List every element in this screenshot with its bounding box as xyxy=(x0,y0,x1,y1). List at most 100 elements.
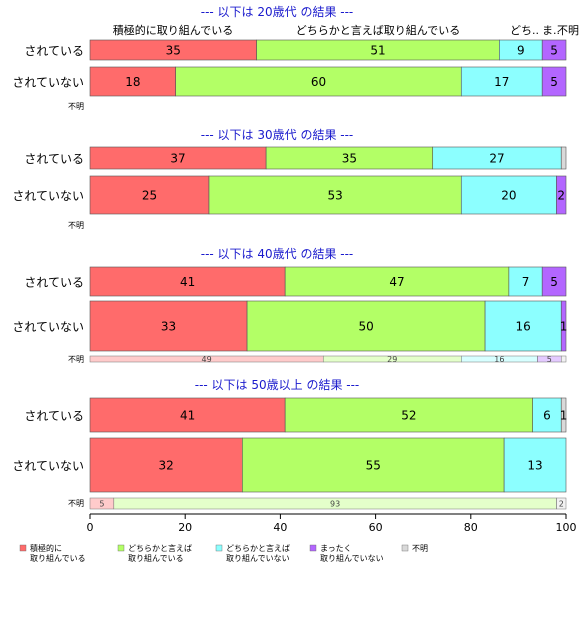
bar-segment xyxy=(89,300,248,352)
data-label: 5 xyxy=(550,275,558,289)
data-label: 1 xyxy=(560,320,568,334)
bar-segment xyxy=(89,437,243,493)
data-label: 2 xyxy=(557,189,565,203)
unknown-data-label: 93 xyxy=(330,500,340,509)
bar-segment xyxy=(284,397,533,433)
bar-segment xyxy=(556,175,567,215)
x-tick-label: 20 xyxy=(178,521,192,534)
legend-swatch xyxy=(401,544,409,552)
top-category-label: 積極的に取り組んでいる xyxy=(113,23,233,37)
x-tick-label: 60 xyxy=(369,521,383,534)
legend-label: 取り組んでいる xyxy=(128,553,184,563)
row-label: されている xyxy=(24,152,84,166)
data-label: 5 xyxy=(550,44,558,58)
bar-segment xyxy=(560,397,567,433)
row-label: されている xyxy=(24,409,84,423)
bar-segment xyxy=(175,66,462,97)
top-category-label: どち.. xyxy=(510,24,539,37)
legend-label: 積極的に xyxy=(30,543,62,553)
bar-segment xyxy=(560,146,567,170)
bar-segment xyxy=(460,66,543,97)
legend: 積極的に取り組んでいるどちらかと言えば取り組んでいるどちらかと言えば取り組んでい… xyxy=(19,543,428,563)
data-label: 7 xyxy=(522,275,530,289)
bar-segment xyxy=(508,266,543,297)
legend-swatch xyxy=(309,544,317,552)
row-label: されている xyxy=(24,44,84,58)
unknown-data-label: 16 xyxy=(494,355,504,364)
bar-segment xyxy=(560,300,567,352)
data-label: 55 xyxy=(366,459,381,473)
data-label: 16 xyxy=(516,320,531,334)
bar-segment xyxy=(541,39,567,61)
top-category-label: 不明 xyxy=(557,24,579,37)
unknown-row-label: 不明 xyxy=(68,499,84,508)
unknown-bar-segment xyxy=(556,497,567,510)
unknown-row-label: 不明 xyxy=(68,355,84,364)
data-label: 20 xyxy=(501,189,516,203)
top-category-labels: 積極的に取り組んでいる どちらかと言えば取り組んでいる どち.. ま..不明 xyxy=(113,23,579,37)
bar-segment xyxy=(284,266,510,297)
chart-panel: --- 以下は 20歳代 の結果 --- されている 35 51 9 5 されていない 18 6… xyxy=(12,5,567,111)
legend-label: 不明 xyxy=(412,544,428,553)
data-label: 41 xyxy=(180,409,195,423)
bar-segment xyxy=(484,300,562,352)
bar-segment xyxy=(460,175,557,215)
panel-title: --- 以下は 50歳以上 の結果 --- xyxy=(195,378,360,392)
data-label: 6 xyxy=(543,409,551,423)
data-label: 60 xyxy=(311,75,326,89)
bar-segment xyxy=(89,266,286,297)
x-tick-label: 100 xyxy=(556,521,577,534)
bar-segment xyxy=(541,66,567,97)
data-label: 53 xyxy=(327,189,342,203)
legend-swatch xyxy=(19,544,27,552)
row-label: されていない xyxy=(12,320,84,334)
data-label: 25 xyxy=(142,189,157,203)
row-label: されている xyxy=(24,276,84,290)
data-label: 18 xyxy=(125,75,140,89)
unknown-data-label: 2 xyxy=(559,500,564,509)
data-label: 1 xyxy=(560,409,568,423)
top-category-label: どちらかと言えば取り組んでいる xyxy=(296,24,460,37)
data-label: 33 xyxy=(161,320,176,334)
data-label: 41 xyxy=(180,275,195,289)
x-tick-label: 40 xyxy=(273,521,287,534)
unknown-bar-segment xyxy=(560,355,567,363)
panel-title: --- 以下は 30歳代 の結果 --- xyxy=(201,128,354,142)
unknown-row-label: 不明 xyxy=(68,221,84,230)
legend-swatch xyxy=(215,544,223,552)
data-label: 50 xyxy=(358,320,373,334)
unknown-data-label: 49 xyxy=(202,355,212,364)
data-label: 52 xyxy=(401,409,416,423)
chart-panel: --- 以下は 30歳代 の結果 --- されている 37 35 27 されていない 25 5… xyxy=(12,128,567,230)
data-label: 47 xyxy=(389,275,404,289)
row-label: されていない xyxy=(12,459,84,473)
data-label: 35 xyxy=(166,44,181,58)
data-label: 37 xyxy=(170,152,185,166)
legend-label: 取り組んでいない xyxy=(320,553,384,563)
panel-title: --- 以下は 40歳代 の結果 --- xyxy=(201,247,354,261)
legend-label: どちらかと言えば xyxy=(128,543,192,553)
x-tick-label: 0 xyxy=(87,521,94,534)
bar-segment xyxy=(89,175,210,215)
unknown-row-label: 不明 xyxy=(68,102,84,111)
legend-label: 取り組んでいる xyxy=(30,553,86,563)
unknown-data-label: 5 xyxy=(99,500,104,509)
unknown-data-label: 5 xyxy=(547,355,552,364)
data-label: 32 xyxy=(159,459,174,473)
data-label: 17 xyxy=(494,75,509,89)
data-label: 5 xyxy=(550,75,558,89)
bar-segment xyxy=(246,300,486,352)
unknown-data-label: 29 xyxy=(387,355,397,364)
panel-title: --- 以下は 20歳代 の結果 --- xyxy=(201,5,354,19)
bar-segment xyxy=(503,437,567,493)
legend-label: どちらかと言えば xyxy=(226,543,290,553)
data-label: 27 xyxy=(489,152,504,166)
row-label: されていない xyxy=(12,189,84,203)
bar-segment xyxy=(541,266,567,297)
data-label: 13 xyxy=(527,459,542,473)
legend-label: 取り組んでいない xyxy=(226,553,290,563)
x-tick-label: 80 xyxy=(464,521,478,534)
